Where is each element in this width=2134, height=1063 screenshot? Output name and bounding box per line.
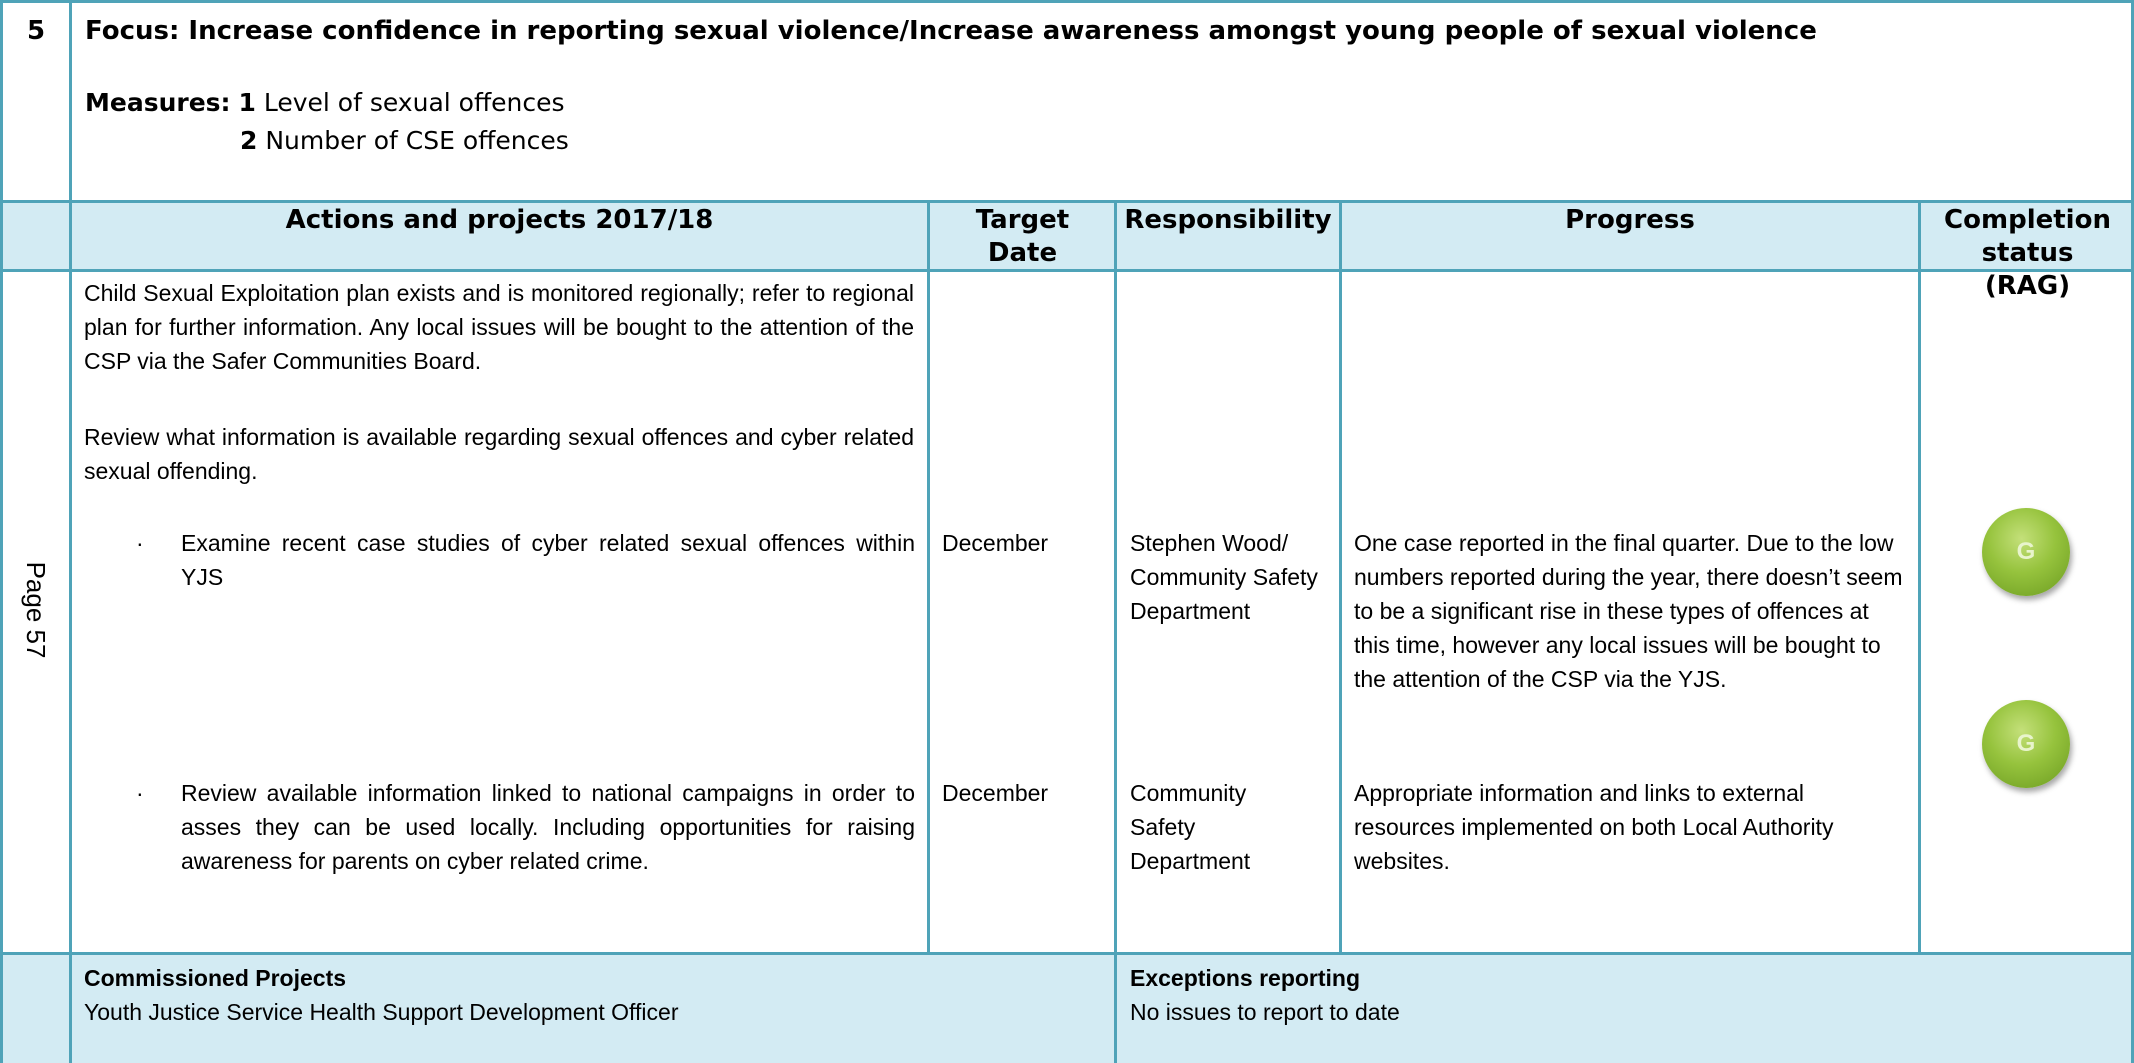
footer-text: Youth Justice Service Health Support Dev… [84, 999, 679, 1025]
responsibility: Community Safety Department [1130, 780, 1251, 874]
border [927, 200, 930, 953]
progress: Appropriate information and links to ext… [1354, 780, 1834, 874]
target-date: December [942, 530, 1049, 556]
focus: Focus: Increase confidence in reporting … [85, 16, 1817, 46]
rag-status: G [1982, 700, 2070, 788]
footer-title: Exceptions reporting [1130, 965, 1361, 991]
measure: 2 Number of CSE offences [240, 126, 569, 155]
action: Examine recent case studies of cyber rel… [181, 530, 915, 590]
header-cell: Completion status (RAG) [1944, 205, 2111, 301]
rag-status: G [1982, 508, 2070, 596]
border [1918, 200, 1921, 953]
footer-title: Commissioned Projects [84, 965, 347, 991]
border [0, 269, 2134, 272]
measure-number: 1 [238, 88, 256, 117]
target-date: December [942, 780, 1049, 806]
border [0, 200, 2134, 203]
responsibility: Stephen Wood/ Community Safety Departmen… [1130, 530, 1318, 624]
measure-text: Level of sexual offences [263, 88, 565, 117]
intro-paragraph: Child Sexual Exploitation plan exists an… [84, 280, 914, 374]
measure-text: Number of CSE offences [265, 126, 569, 155]
border [1114, 200, 1117, 1063]
footer-bg [0, 953, 2134, 1063]
header-bg [0, 201, 2134, 271]
border [2131, 0, 2134, 1063]
header-cell: Actions and projects 2017/18 [285, 205, 714, 235]
measure: Measures: 1 Level of sexual offences [85, 88, 565, 117]
bullet: · [136, 780, 144, 806]
border [0, 0, 2134, 3]
intro-paragraph: Review what information is available reg… [84, 424, 914, 484]
measures-label: Measures: [85, 88, 231, 117]
footer-text: No issues to report to date [1130, 999, 1400, 1025]
bullet: · [136, 530, 144, 556]
header-cell: Responsibility [1124, 205, 1332, 235]
border [0, 0, 3, 1063]
border [0, 952, 2134, 955]
header-cell: Target Date [975, 205, 1070, 268]
header-cell: Progress [1565, 205, 1695, 235]
action: Review available information linked to n… [181, 780, 915, 874]
border [1339, 200, 1342, 953]
border [69, 0, 72, 1063]
row-number: 5 [26, 16, 46, 46]
progress: One case reported in the final quarter. … [1354, 530, 1903, 692]
measure-number: 2 [240, 126, 258, 155]
page-label: Page 57 [21, 561, 51, 659]
